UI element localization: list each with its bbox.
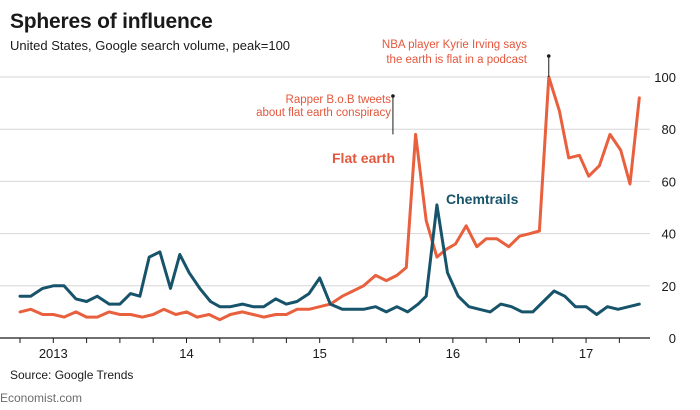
y-tick-label: 20 [662,279,676,294]
annotation-text: Rapper B.o.B tweets [286,94,392,106]
series-label-chemtrails: Chemtrails [446,191,519,207]
y-tick-label: 80 [662,122,676,137]
series-line-flat-earth [18,75,641,322]
y-tick-label: 60 [662,174,676,189]
y-tick-label: 0 [669,331,676,346]
chart-subtitle: United States, Google search volume, pea… [10,38,291,53]
annotation-dot [546,54,551,58]
x-tick-label: 16 [446,346,460,361]
chart-title: Spheres of influence [10,10,213,33]
series-label-flat-earth: Flat earth [332,150,395,166]
source-note: Source: Google Trends [10,368,134,382]
y-tick-label: 40 [662,227,676,242]
x-tick-label: 15 [312,346,326,361]
x-axis [0,337,650,343]
publisher-credit: Economist.com [0,391,83,405]
x-tick-label: 14 [179,346,193,361]
y-tick-label: 100 [654,70,676,85]
annotation-text: the earth is flat in a podcast [386,54,527,66]
annotation-text: NBA player Kyrie Irving says [382,39,527,51]
annotation-dot [391,94,395,98]
series-lines [18,75,641,322]
x-tick-label: 2013 [39,346,68,361]
annotation-text: about flat earth conspiracy [256,107,391,119]
series-line-chemtrails [18,203,641,316]
chart-labels: 0 20 40 60 80 100 2013 14 15 16 17 Flat earth Chemtr… [39,39,676,361]
x-tick-label: 17 [579,346,593,361]
